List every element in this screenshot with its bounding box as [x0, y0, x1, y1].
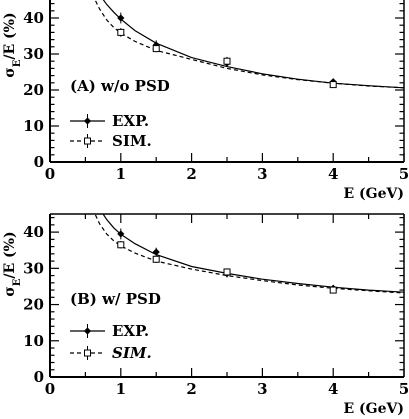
legend-label: SIM.: [112, 344, 152, 362]
x-tick-label: 2: [186, 165, 196, 183]
y-tick-label: 40: [23, 223, 44, 241]
y-tick-label: 20: [23, 81, 44, 99]
x-tick-label: 1: [116, 165, 126, 183]
x-tick-label: 4: [328, 380, 338, 398]
panel-label: (A) w/o PSD: [70, 77, 170, 95]
x-tick-label: 0: [45, 165, 55, 183]
x-tick-label: 5: [399, 165, 409, 183]
data-point: [117, 230, 125, 238]
y-tick-label: 10: [23, 332, 44, 350]
y-tick-label: 30: [23, 259, 44, 277]
y-axis-title: σE/E (%): [2, 12, 23, 77]
data-point: [152, 248, 160, 256]
series-sim: [94, 0, 404, 89]
x-tick-label: 4: [328, 165, 338, 183]
x-tick-label: 0: [45, 380, 55, 398]
x-axis-title: E (GeV): [343, 401, 404, 417]
legend: [70, 324, 105, 360]
legend: [70, 114, 105, 148]
legend-marker: [83, 327, 92, 335]
data-point: [152, 255, 160, 263]
panel-a: [49, 0, 405, 163]
y-tick-label: 10: [23, 117, 44, 135]
x-tick-label: 1: [116, 380, 126, 398]
data-point: [329, 81, 337, 89]
panel-label: (B) w/ PSD: [70, 290, 161, 308]
data-point: [223, 268, 231, 276]
x-tick-label: 3: [257, 380, 267, 398]
fit-curve: [94, 0, 404, 89]
data-point: [329, 286, 337, 294]
legend-marker: [84, 137, 91, 145]
data-point: [117, 14, 125, 22]
legend-marker: [83, 117, 92, 125]
fit-curve: [94, 214, 404, 294]
y-tick-label: 20: [23, 296, 44, 314]
y-tick-label: 40: [23, 9, 44, 27]
legend-label: EXP.: [112, 112, 149, 130]
legend-marker: [84, 349, 91, 357]
data-point: [117, 28, 125, 36]
y-axis-title: σE/E (%): [2, 231, 23, 296]
x-tick-label: 5: [399, 380, 409, 398]
y-tick-label: 0: [34, 153, 44, 171]
data-point: [223, 57, 231, 65]
data-point: [117, 241, 125, 249]
fit-curve: [102, 0, 404, 89]
y-tick-label: 0: [34, 368, 44, 386]
x-tick-label: 3: [257, 165, 267, 183]
series-sim: [94, 214, 404, 294]
legend-label: EXP.: [112, 322, 149, 340]
x-axis-title: E (GeV): [343, 186, 404, 202]
data-point: [152, 45, 160, 53]
y-tick-label: 30: [23, 45, 44, 63]
x-tick-label: 2: [186, 380, 196, 398]
panel-b: [49, 213, 405, 378]
legend-label: SIM.: [112, 132, 152, 150]
series-exp: [102, 0, 404, 89]
